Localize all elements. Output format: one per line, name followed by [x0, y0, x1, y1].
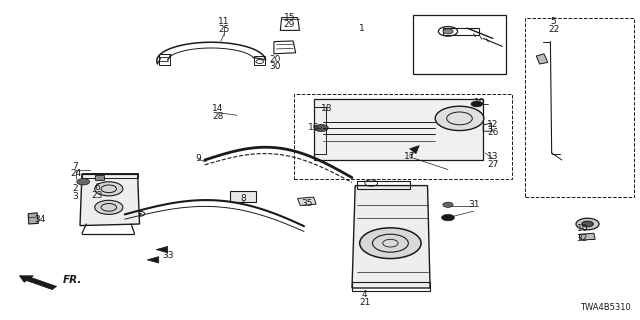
Text: 31: 31: [468, 200, 479, 209]
Text: 17: 17: [404, 152, 415, 161]
Text: 32: 32: [577, 234, 588, 243]
Polygon shape: [156, 246, 168, 253]
Polygon shape: [410, 146, 419, 154]
Text: 20: 20: [269, 55, 281, 64]
Circle shape: [576, 218, 599, 230]
Text: 26: 26: [487, 128, 499, 137]
Text: 2: 2: [73, 184, 78, 193]
Circle shape: [442, 214, 454, 221]
Text: 25: 25: [218, 25, 230, 34]
Circle shape: [471, 101, 483, 107]
Text: 9: 9: [196, 154, 201, 163]
Bar: [294, 94, 512, 179]
Circle shape: [443, 29, 453, 34]
Text: 7: 7: [73, 162, 78, 171]
Polygon shape: [579, 233, 595, 240]
Circle shape: [95, 200, 123, 214]
Text: 21: 21: [359, 298, 371, 307]
Circle shape: [77, 179, 90, 185]
Polygon shape: [28, 213, 38, 224]
FancyArrow shape: [19, 276, 56, 290]
Polygon shape: [352, 186, 430, 288]
Text: 11: 11: [218, 17, 230, 26]
Text: 35: 35: [301, 199, 313, 208]
Text: 3: 3: [73, 192, 78, 201]
Polygon shape: [298, 197, 316, 205]
Text: 10: 10: [577, 224, 588, 233]
Text: 15: 15: [284, 13, 295, 22]
Text: 6: 6: [95, 183, 100, 192]
Text: 33: 33: [163, 252, 174, 260]
Text: 23: 23: [92, 191, 103, 200]
Text: 14: 14: [212, 104, 223, 113]
Text: TWA4B5310: TWA4B5310: [580, 303, 630, 312]
Text: 30: 30: [269, 62, 281, 71]
Text: 12: 12: [487, 120, 499, 129]
Polygon shape: [230, 191, 256, 202]
Circle shape: [435, 106, 484, 131]
Text: 34: 34: [35, 215, 46, 224]
Polygon shape: [147, 257, 159, 263]
Polygon shape: [95, 175, 104, 180]
Text: 18: 18: [321, 104, 332, 113]
Text: 1: 1: [359, 24, 364, 33]
Text: 4: 4: [362, 290, 367, 299]
Circle shape: [95, 182, 123, 196]
Text: 22: 22: [548, 25, 559, 34]
Text: 5: 5: [551, 17, 556, 26]
Bar: [525, 18, 634, 197]
Circle shape: [443, 202, 453, 207]
Text: 8: 8: [241, 194, 246, 203]
Polygon shape: [80, 174, 140, 226]
Text: 13: 13: [487, 152, 499, 161]
Text: 16: 16: [308, 124, 319, 132]
Text: 28: 28: [212, 112, 223, 121]
Text: FR.: FR.: [63, 275, 82, 285]
Text: 27: 27: [487, 160, 499, 169]
Polygon shape: [536, 54, 548, 64]
Text: 19: 19: [474, 98, 486, 107]
Circle shape: [314, 124, 328, 132]
Circle shape: [360, 228, 421, 259]
Circle shape: [138, 213, 141, 215]
Bar: [413, 15, 506, 74]
Text: 24: 24: [70, 169, 81, 178]
Polygon shape: [314, 99, 483, 160]
Circle shape: [582, 221, 593, 227]
Text: 29: 29: [284, 20, 295, 29]
